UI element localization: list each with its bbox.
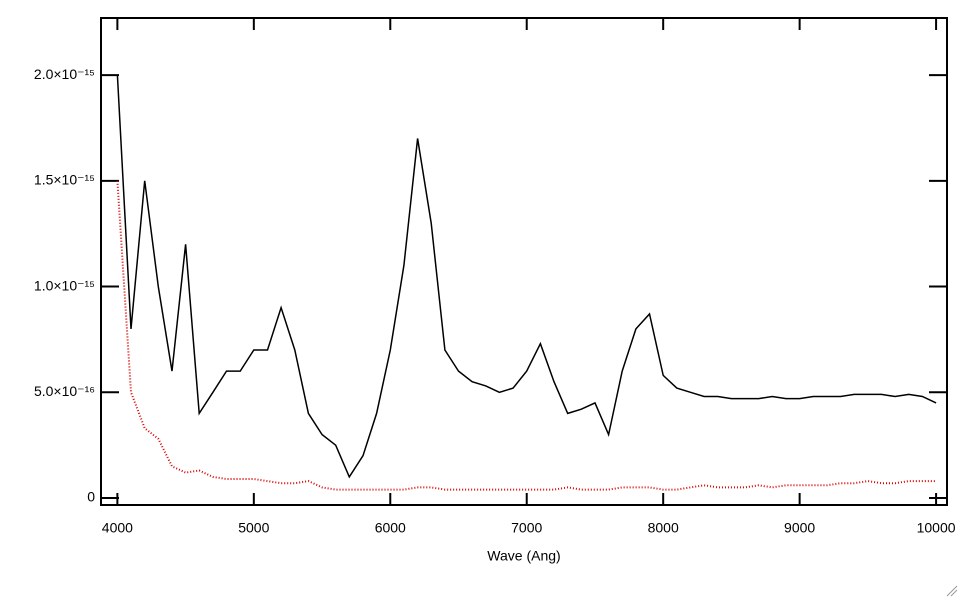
x-tick-label: 7000 — [511, 520, 542, 536]
x-tick-label: 6000 — [375, 520, 406, 536]
x-tick-label: 8000 — [648, 520, 679, 536]
y-tick-label: 2.0×10⁻¹⁵ — [34, 66, 95, 82]
x-tick-label: 5000 — [238, 520, 269, 536]
plot-frame — [100, 17, 948, 506]
x-tick-label: 4000 — [102, 520, 133, 536]
y-tick-label: 0 — [87, 489, 95, 505]
y-tick-label: 1.5×10⁻¹⁵ — [34, 172, 95, 188]
series-line — [116, 180, 937, 491]
resize-grip — [946, 585, 958, 597]
y-tick-label: 1.0×10⁻¹⁵ — [34, 277, 95, 293]
y-tick-label: 5.0×10⁻¹⁶ — [34, 383, 95, 399]
x-axis-label: Wave (Ang) — [487, 548, 560, 564]
x-tick-label: 10000 — [917, 520, 956, 536]
x-tick-label: 9000 — [784, 520, 815, 536]
series-line — [116, 75, 937, 479]
